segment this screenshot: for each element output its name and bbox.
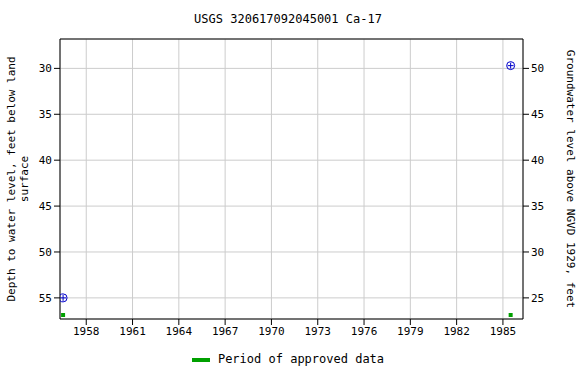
svg-text:40: 40 bbox=[39, 154, 52, 167]
svg-text:Groundwater level above NGVD 1: Groundwater level above NGVD 1929, feet bbox=[564, 50, 568, 308]
svg-text:1979: 1979 bbox=[397, 325, 424, 338]
svg-text:35: 35 bbox=[531, 200, 544, 213]
svg-text:surface: surface bbox=[18, 156, 31, 202]
svg-text:1982: 1982 bbox=[443, 325, 470, 338]
svg-text:45: 45 bbox=[39, 200, 52, 213]
svg-text:1985: 1985 bbox=[490, 325, 517, 338]
svg-text:25: 25 bbox=[531, 292, 544, 305]
svg-text:35: 35 bbox=[39, 108, 52, 121]
svg-text:45: 45 bbox=[531, 108, 544, 121]
svg-text:1964: 1964 bbox=[166, 325, 193, 338]
svg-text:1973: 1973 bbox=[304, 325, 331, 338]
svg-text:30: 30 bbox=[39, 62, 52, 75]
svg-text:1961: 1961 bbox=[119, 325, 146, 338]
svg-text:1967: 1967 bbox=[212, 325, 239, 338]
svg-text:55: 55 bbox=[39, 292, 52, 305]
html-text:USGS 320617092045001 Ca-17: USGS 320617092045001 Ca-17 bbox=[194, 12, 382, 26]
svg-text:40: 40 bbox=[531, 154, 544, 167]
svg-text:Depth to water level, feet bel: Depth to water level, feet below land bbox=[8, 56, 18, 301]
svg-text:1976: 1976 bbox=[351, 325, 378, 338]
svg-text:1958: 1958 bbox=[73, 325, 100, 338]
svg-text:50: 50 bbox=[531, 62, 544, 75]
svg-text:50: 50 bbox=[39, 246, 52, 259]
svg-text:30: 30 bbox=[531, 246, 544, 259]
svg-text:1970: 1970 bbox=[258, 325, 285, 338]
html-text:Period of approved data: Period of approved data bbox=[217, 352, 385, 366]
